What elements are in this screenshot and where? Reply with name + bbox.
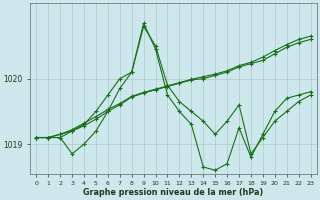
- X-axis label: Graphe pression niveau de la mer (hPa): Graphe pression niveau de la mer (hPa): [83, 188, 264, 197]
